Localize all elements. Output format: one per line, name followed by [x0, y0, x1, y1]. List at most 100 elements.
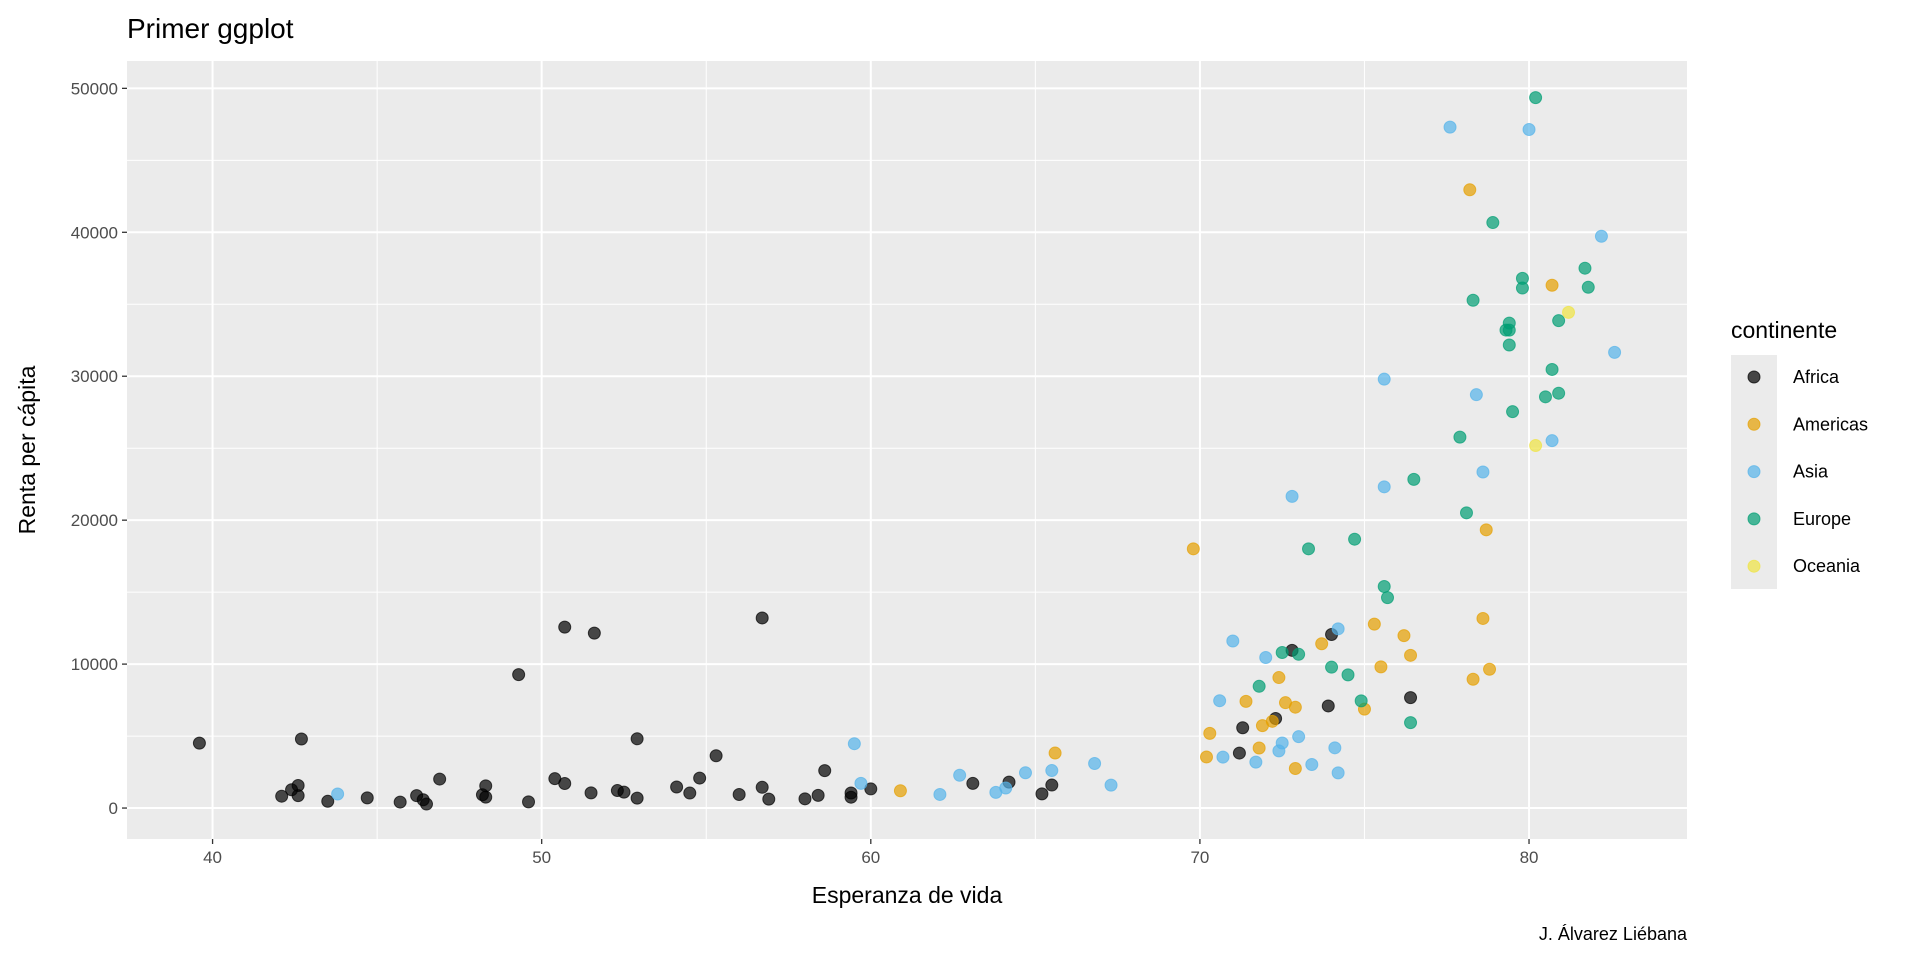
axis-ticks: 40 50 60 70 80 0 10000 20000 30000 40000 50000	[71, 79, 1539, 867]
data-point-europe	[1453, 430, 1467, 444]
data-point-oceania	[1529, 439, 1543, 453]
data-point-asia	[1608, 345, 1622, 359]
legend-key-oceania	[1747, 559, 1761, 573]
data-point-americas	[1288, 761, 1302, 775]
x-tick-label: 40	[203, 848, 222, 867]
data-point-africa	[433, 772, 447, 786]
data-point-europe	[1404, 716, 1418, 730]
legend-key-americas	[1747, 417, 1761, 431]
data-point-africa	[709, 749, 723, 763]
data-point-americas	[1397, 629, 1411, 643]
x-tick-label: 80	[1520, 848, 1539, 867]
data-point-africa	[844, 786, 858, 800]
y-tick-label: 50000	[71, 79, 118, 98]
data-point-asia	[1331, 622, 1345, 636]
data-point-americas	[1476, 611, 1490, 625]
data-point-asia	[1522, 122, 1536, 136]
data-point-europe	[1354, 694, 1368, 708]
data-point-europe	[1302, 542, 1316, 556]
data-point-europe	[1545, 362, 1559, 376]
data-point-asia	[1292, 730, 1306, 744]
data-point-europe	[1502, 338, 1516, 352]
data-point-europe	[1348, 532, 1362, 546]
grid-lines	[127, 61, 1687, 839]
data-point-asia	[1088, 756, 1102, 770]
chart-title: Primer ggplot	[127, 13, 294, 44]
plot-panel	[127, 61, 1687, 839]
data-point-asia	[847, 737, 861, 751]
data-point-africa	[522, 795, 536, 809]
data-point-asia	[1249, 755, 1263, 769]
legend-title: continente	[1731, 317, 1837, 343]
data-point-europe	[1486, 216, 1500, 230]
data-point-asia	[1328, 741, 1342, 755]
data-point-americas	[1463, 183, 1477, 197]
legend-label: Asia	[1793, 462, 1829, 482]
data-point-europe	[1515, 271, 1529, 285]
data-point-asia	[1226, 634, 1240, 648]
data-point-africa	[393, 795, 407, 809]
data-point-americas	[1048, 746, 1062, 760]
data-point-europe	[1578, 261, 1592, 275]
data-point-americas	[1203, 726, 1217, 740]
data-point-americas	[893, 784, 907, 798]
data-point-americas	[1479, 523, 1493, 537]
data-point-asia	[953, 768, 967, 782]
data-point-americas	[1483, 662, 1497, 676]
data-point-asia	[1259, 650, 1273, 664]
legend-label: Oceania	[1793, 556, 1861, 576]
y-tick-label: 0	[109, 799, 118, 818]
data-point-europe	[1275, 645, 1289, 659]
data-point-americas	[1199, 750, 1213, 764]
data-point-americas	[1278, 696, 1292, 710]
data-point-europe	[1341, 668, 1355, 682]
data-point-europe	[1466, 293, 1480, 307]
data-point-asia	[1045, 764, 1059, 778]
data-point-europe	[1552, 314, 1566, 328]
data-point-africa	[818, 764, 832, 778]
data-point-africa	[1045, 778, 1059, 792]
data-point-africa	[693, 771, 707, 785]
data-point-africa	[1236, 721, 1250, 735]
legend-label: Africa	[1793, 367, 1840, 387]
data-point-americas	[1545, 278, 1559, 292]
data-point-africa	[410, 789, 424, 803]
data-point-europe	[1407, 472, 1421, 486]
data-point-africa	[584, 786, 598, 800]
data-point-europe	[1252, 679, 1266, 693]
x-tick-label: 50	[532, 848, 551, 867]
data-point-africa	[630, 791, 644, 805]
data-point-africa	[617, 785, 631, 799]
data-point-africa	[630, 732, 644, 746]
data-point-africa	[1321, 699, 1335, 713]
data-point-americas	[1404, 648, 1418, 662]
y-tick-label: 10000	[71, 655, 118, 674]
data-point-africa	[762, 792, 776, 806]
data-point-asia	[1377, 372, 1391, 386]
data-point-asia	[989, 785, 1003, 799]
data-point-asia	[1377, 480, 1391, 494]
data-point-europe	[1538, 390, 1552, 404]
data-point-americas	[1367, 617, 1381, 631]
data-point-asia	[1213, 694, 1227, 708]
data-point-asia	[1476, 465, 1490, 479]
data-point-africa	[1404, 691, 1418, 705]
data-point-asia	[1331, 766, 1345, 780]
data-point-africa	[811, 788, 825, 802]
legend-label: Europe	[1793, 509, 1851, 529]
data-point-africa	[670, 780, 684, 794]
data-point-africa	[275, 789, 289, 803]
data-point-europe	[1381, 591, 1395, 605]
data-point-asia	[1443, 120, 1457, 134]
data-point-asia	[1285, 489, 1299, 503]
x-tick-label: 60	[861, 848, 880, 867]
data-point-africa	[864, 782, 878, 796]
data-point-africa	[512, 668, 526, 682]
data-point-europe	[1502, 323, 1516, 337]
data-point-asia	[331, 787, 345, 801]
data-point-africa	[475, 788, 489, 802]
legend-key-asia	[1747, 465, 1761, 479]
data-point-europe	[1581, 280, 1595, 294]
x-axis-title: Esperanza de vida	[812, 882, 1003, 908]
